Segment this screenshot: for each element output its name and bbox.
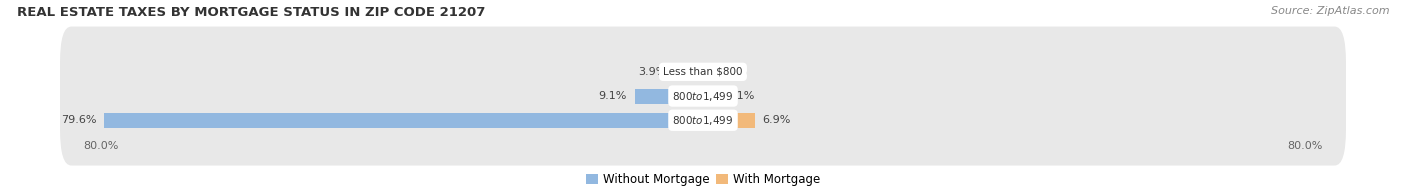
Text: Less than $800: Less than $800: [664, 67, 742, 77]
Bar: [673, 64, 703, 79]
FancyBboxPatch shape: [60, 51, 1346, 141]
Text: $800 to $1,499: $800 to $1,499: [672, 114, 734, 127]
Text: 79.6%: 79.6%: [62, 115, 97, 125]
Text: 2.1%: 2.1%: [727, 91, 755, 101]
Bar: [703, 89, 718, 103]
Bar: [703, 64, 704, 79]
Bar: [104, 113, 703, 128]
Legend: Without Mortgage, With Mortgage: Without Mortgage, With Mortgage: [581, 168, 825, 191]
Text: 9.1%: 9.1%: [599, 91, 627, 101]
Bar: [703, 113, 755, 128]
Text: 3.9%: 3.9%: [638, 67, 666, 77]
FancyBboxPatch shape: [60, 75, 1346, 166]
Text: $800 to $1,499: $800 to $1,499: [672, 90, 734, 103]
FancyBboxPatch shape: [60, 26, 1346, 117]
Text: 6.9%: 6.9%: [762, 115, 790, 125]
Text: 0.28%: 0.28%: [713, 67, 748, 77]
Text: REAL ESTATE TAXES BY MORTGAGE STATUS IN ZIP CODE 21207: REAL ESTATE TAXES BY MORTGAGE STATUS IN …: [17, 6, 485, 19]
Bar: [634, 89, 703, 103]
Text: Source: ZipAtlas.com: Source: ZipAtlas.com: [1271, 6, 1389, 16]
